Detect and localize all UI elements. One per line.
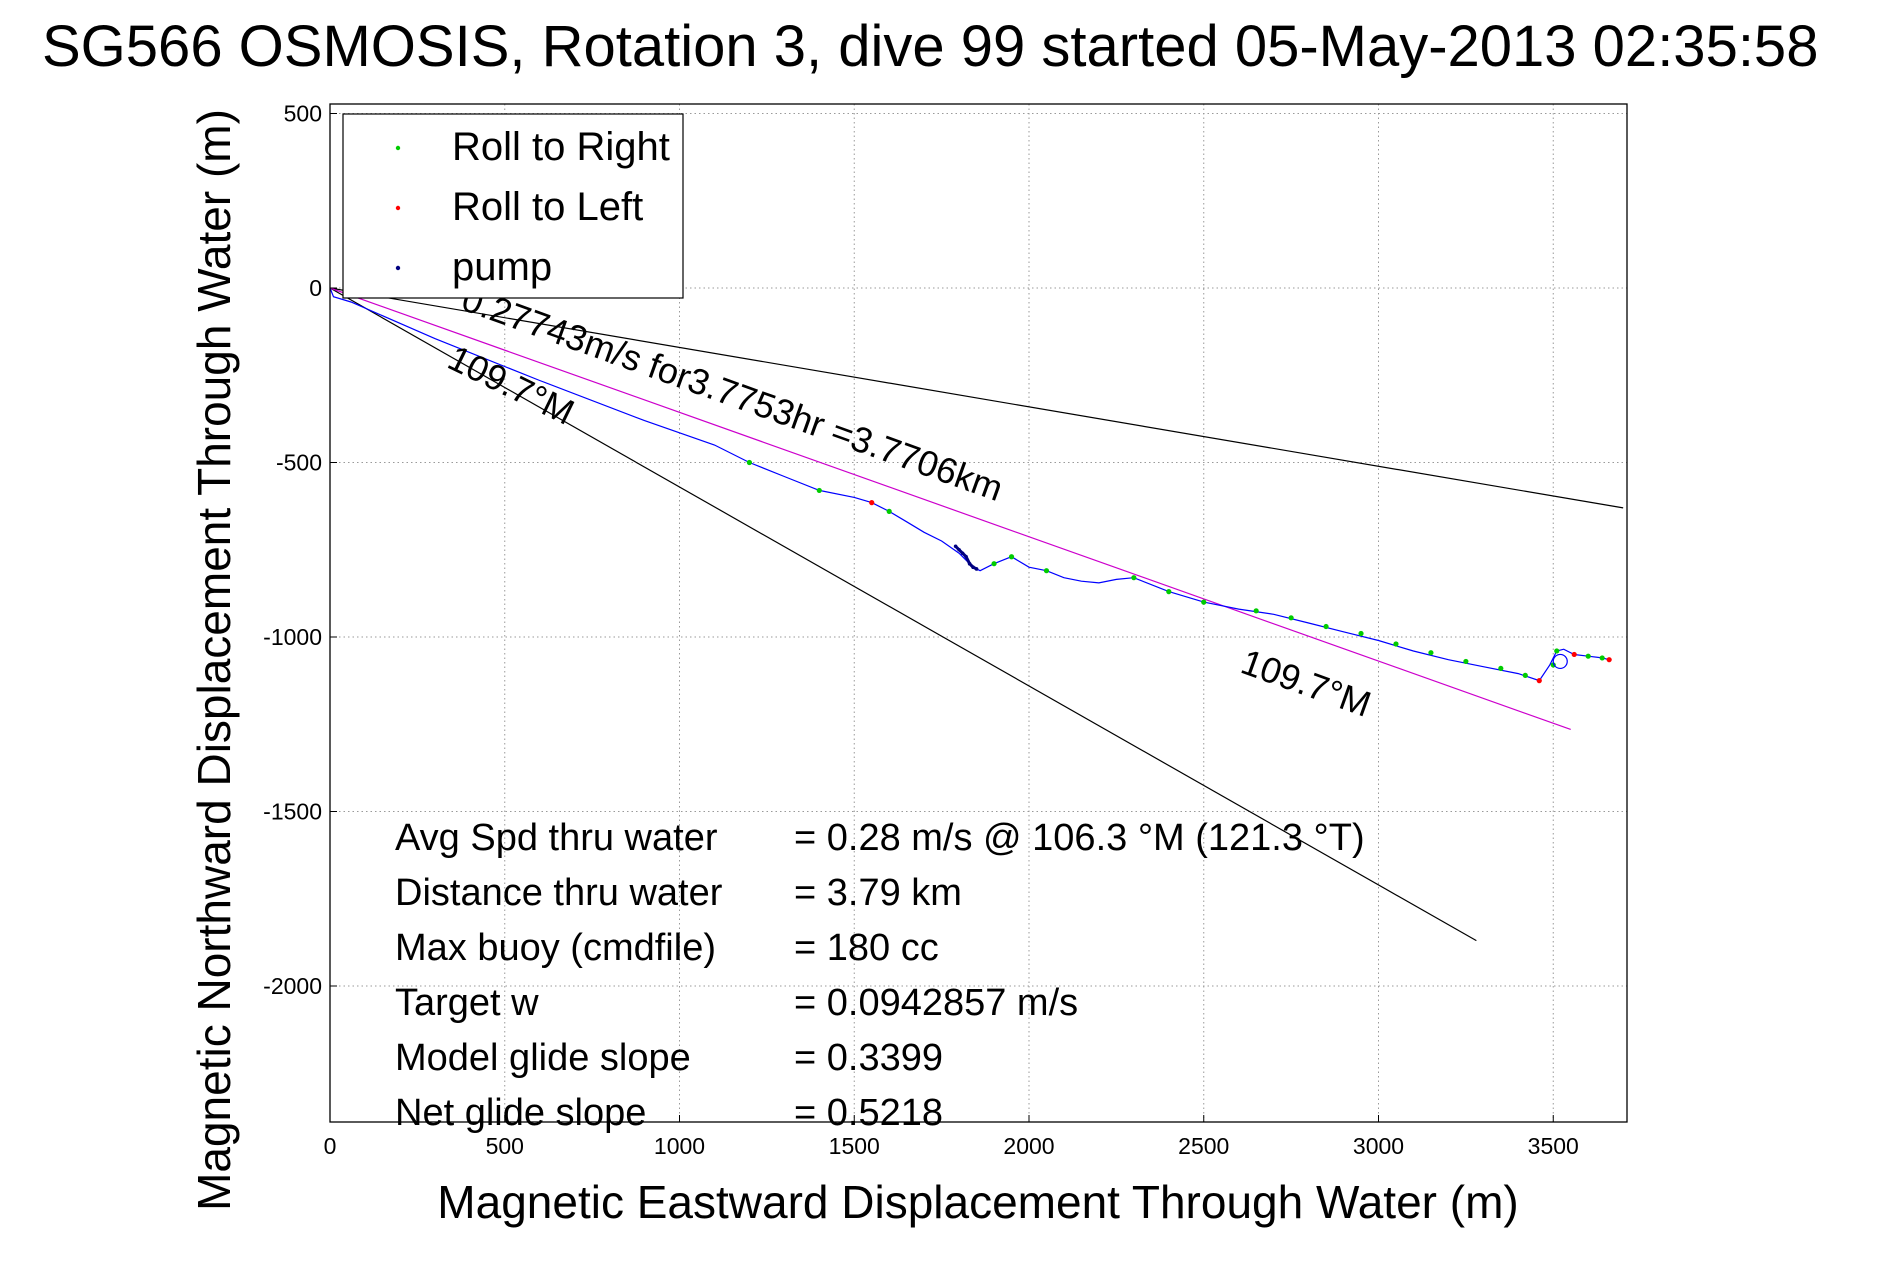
stat-value: = 0.28 m/s @ 106.3 °M (121.3 °T) xyxy=(794,817,1365,859)
stat-value: = 0.0942857 m/s xyxy=(794,982,1078,1024)
roll-right-point xyxy=(1522,672,1528,678)
ticks: 0 500 1000 1500 2000 2500 3000 3500 500 0 -500 -100… xyxy=(263,101,1579,1160)
reference-line-avg-velocity xyxy=(329,287,1571,731)
roll-left-point xyxy=(1571,651,1577,658)
x-tick-label: 2000 xyxy=(1003,1133,1054,1159)
roll-right-point xyxy=(1166,589,1172,595)
y-tick-label: -1500 xyxy=(263,799,322,825)
roll-right-point xyxy=(1131,575,1137,581)
roll-left-point xyxy=(1606,657,1612,663)
stat-value: = 0.3399 xyxy=(794,1037,943,1079)
pump-point xyxy=(960,551,965,556)
y-tick-label: 500 xyxy=(284,101,322,127)
x-tick-label: 0 xyxy=(324,1133,337,1159)
pump-point xyxy=(971,565,975,569)
reference-line-current xyxy=(329,287,1624,509)
pump-point xyxy=(974,567,979,571)
stat-value: = 0.5218 xyxy=(794,1092,943,1134)
stat-value: = 180 cc xyxy=(794,927,939,969)
legend-marker xyxy=(395,205,401,211)
roll-right-point xyxy=(1599,655,1605,661)
pump-point xyxy=(967,561,972,566)
legend-marker xyxy=(395,145,401,151)
x-tick-label: 2500 xyxy=(1178,1133,1229,1159)
reference-line-heading-109.7 xyxy=(329,287,1477,942)
roll-right-point xyxy=(1043,568,1050,574)
stat-label: Distance thru water xyxy=(395,872,723,914)
legend-marker xyxy=(395,265,401,271)
legend: Roll to Right Roll to Left pump xyxy=(342,113,684,299)
pump-point xyxy=(957,547,961,552)
stat-label: Model glide slope xyxy=(395,1037,691,1079)
roll-right-point xyxy=(1554,648,1560,654)
stat-label: Net glide slope xyxy=(395,1092,646,1134)
legend-label: pump xyxy=(452,245,552,289)
roll-right-point xyxy=(816,487,822,494)
roll-right-point xyxy=(1201,599,1207,605)
pump-point xyxy=(953,544,958,549)
y-tick-label: -500 xyxy=(276,450,322,476)
pump-point xyxy=(964,554,968,559)
x-axis-label: Magnetic Eastward Displacement Through W… xyxy=(437,1176,1518,1228)
x-tick-label: 1000 xyxy=(654,1133,705,1159)
y-tick-label: 0 xyxy=(309,275,322,301)
chart-title: SG566 OSMOSIS, Rotation 3, dive 99 start… xyxy=(42,14,1818,79)
stat-label: Max buoy (cmdfile) xyxy=(395,927,716,969)
roll-right-point xyxy=(991,561,997,567)
axes-box xyxy=(329,103,1628,1123)
end-of-dive-marker xyxy=(1552,653,1568,670)
x-tick-label: 1500 xyxy=(829,1133,880,1159)
roll-right-point xyxy=(1498,665,1504,672)
stat-label: Avg Spd thru water xyxy=(395,817,718,859)
x-tick-label: 500 xyxy=(486,1133,524,1159)
roll-right-point xyxy=(1358,630,1364,637)
roll-right-point xyxy=(1008,554,1015,560)
roll-right-point xyxy=(1428,650,1434,656)
roll-left-point xyxy=(869,500,875,506)
legend-label: Roll to Right xyxy=(452,125,670,169)
roll-right-point xyxy=(746,459,753,466)
roll-right-point xyxy=(1585,653,1591,659)
stats-block: Avg Spd thru water = 0.28 m/s @ 106.3 °M … xyxy=(395,817,1365,1134)
roll-left-point xyxy=(1536,678,1542,684)
y-tick-label: -2000 xyxy=(263,973,322,999)
stat-label: Target w xyxy=(395,982,539,1024)
roll-right-point xyxy=(1253,608,1259,614)
y-tick-label: -1000 xyxy=(263,624,322,650)
roll-right-point xyxy=(886,508,892,514)
roll-right-point xyxy=(1393,641,1399,647)
stat-value: = 3.79 km xyxy=(794,872,962,914)
roll-right-point xyxy=(1288,615,1294,621)
x-tick-label: 3000 xyxy=(1353,1133,1404,1159)
x-tick-label: 3500 xyxy=(1528,1133,1579,1159)
roll-right-point xyxy=(1463,658,1469,665)
legend-label: Roll to Left xyxy=(452,185,643,229)
y-axis-label: Magnetic Northward Displacement Through … xyxy=(188,109,240,1211)
roll-right-point xyxy=(1323,623,1329,630)
